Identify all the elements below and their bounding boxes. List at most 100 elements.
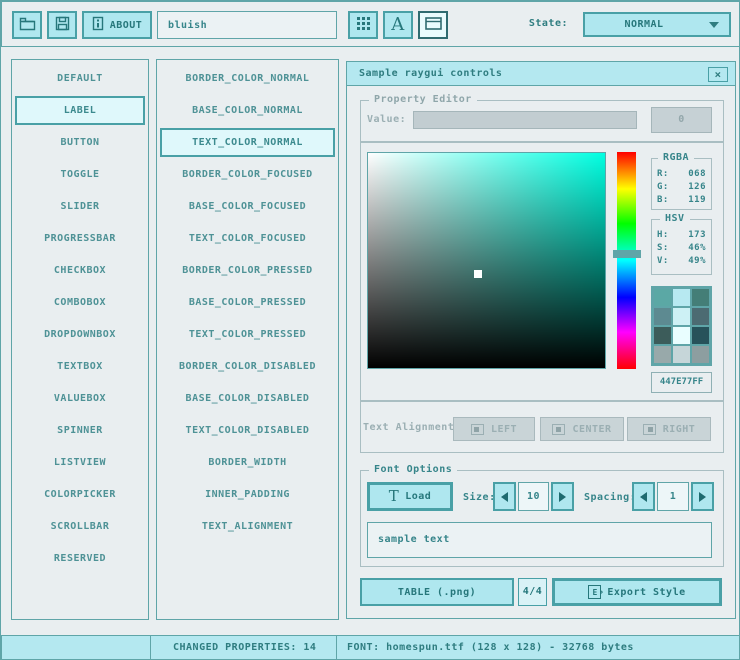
- about-button[interactable]: ABOUT: [82, 11, 152, 39]
- color-swatch[interactable]: [673, 308, 690, 325]
- sample-window-toggle-button[interactable]: [418, 11, 448, 39]
- font-spacing-value[interactable]: 1: [657, 482, 689, 511]
- color-saturation-value-picker[interactable]: [367, 152, 606, 369]
- text-alignment-label: Text Alignment:: [363, 422, 461, 433]
- format-pager-value[interactable]: 4/4: [518, 578, 547, 606]
- color-picker-cursor[interactable]: [474, 270, 482, 278]
- color-swatch[interactable]: [673, 327, 690, 344]
- style-name-input[interactable]: [157, 11, 337, 39]
- list-item-label[interactable]: LABEL: [15, 96, 145, 125]
- color-swatch[interactable]: [654, 308, 671, 325]
- component-label: H:: [657, 230, 669, 240]
- color-swatch[interactable]: [692, 346, 709, 363]
- hsv-group-label: HSV: [660, 213, 690, 224]
- grid-icon: [356, 17, 370, 33]
- new-style-button[interactable]: [12, 11, 42, 39]
- list-item-listview[interactable]: LISTVIEW: [53, 457, 107, 468]
- list-item-default[interactable]: DEFAULT: [57, 73, 103, 84]
- list-item-combobox[interactable]: COMBOBOX: [53, 297, 107, 308]
- style-table-view-button[interactable]: [348, 11, 378, 39]
- list-item-valuebox[interactable]: VALUEBOX: [53, 393, 107, 404]
- font-spacing-decrease-button[interactable]: [632, 482, 655, 511]
- close-button[interactable]: ×: [708, 67, 728, 82]
- hue-slider-handle[interactable]: [613, 250, 641, 258]
- list-item-reserved[interactable]: RESERVED: [53, 553, 107, 564]
- color-swatch[interactable]: [692, 289, 709, 306]
- list-item-base_color_disabled[interactable]: BASE_COLOR_DISABLED: [185, 393, 310, 404]
- load-button-label: Load: [405, 491, 432, 502]
- font-size-value[interactable]: 10: [518, 482, 549, 511]
- list-item-base_color_pressed[interactable]: BASE_COLOR_PRESSED: [188, 297, 307, 308]
- align-right-label: RIGHT: [662, 423, 696, 435]
- list-item-text_color_focused[interactable]: TEXT_COLOR_FOCUSED: [188, 233, 307, 244]
- arrow-left-icon: [501, 491, 508, 502]
- list-item-text_color_pressed[interactable]: TEXT_COLOR_PRESSED: [188, 329, 307, 340]
- export-format-dropdown[interactable]: TABLE (.png): [360, 578, 514, 606]
- color-swatch[interactable]: [654, 327, 671, 344]
- list-item-toggle[interactable]: TOGGLE: [60, 169, 100, 180]
- font-spacing-increase-button[interactable]: [691, 482, 714, 511]
- list-item-textbox[interactable]: TEXTBOX: [57, 361, 103, 372]
- font-size-increase-button[interactable]: [551, 482, 574, 511]
- list-item-colorpicker[interactable]: COLORPICKER: [44, 489, 116, 500]
- save-style-button[interactable]: [47, 11, 77, 39]
- align-center-button[interactable]: CENTER: [540, 417, 624, 441]
- list-item-base_color_focused[interactable]: BASE_COLOR_FOCUSED: [188, 201, 307, 212]
- value-spinner[interactable]: 0: [651, 107, 712, 133]
- list-item-button[interactable]: BUTTON: [60, 137, 100, 148]
- list-item-slider[interactable]: SLIDER: [60, 201, 100, 212]
- color-swatch[interactable]: [673, 289, 690, 306]
- list-item-spinner[interactable]: SPINNER: [57, 425, 103, 436]
- hue-slider[interactable]: [617, 152, 636, 369]
- component-value: 126: [688, 182, 706, 192]
- component-label: S:: [657, 243, 669, 253]
- load-font-button[interactable]: T Load: [367, 482, 453, 511]
- list-item-checkbox[interactable]: CHECKBOX: [53, 265, 107, 276]
- list-item-border_color_normal[interactable]: BORDER_COLOR_NORMAL: [185, 73, 310, 84]
- format-pager-text: 4/4: [522, 586, 543, 597]
- component-label: B:: [657, 195, 669, 205]
- list-item-text_color_normal[interactable]: TEXT_COLOR_NORMAL: [160, 128, 335, 157]
- font-options-group: Font Options: [360, 464, 724, 567]
- list-item-text_color_disabled[interactable]: TEXT_COLOR_DISABLED: [185, 425, 310, 436]
- sample-text-value: sample text: [378, 534, 450, 545]
- list-item-scrollbar[interactable]: SCROLLBAR: [50, 521, 110, 532]
- state-label: State:: [528, 18, 568, 29]
- font-load-icon: T: [388, 487, 400, 505]
- list-item-border_color_disabled[interactable]: BORDER_COLOR_DISABLED: [179, 361, 316, 372]
- list-item-border_color_pressed[interactable]: BORDER_COLOR_PRESSED: [182, 265, 313, 276]
- list-item-border_width[interactable]: BORDER_WIDTH: [208, 457, 287, 468]
- list-item-text_alignment[interactable]: TEXT_ALIGNMENT: [201, 521, 294, 532]
- folder-icon: [19, 17, 36, 34]
- font-options-group-label: Font Options: [369, 464, 458, 475]
- info-icon: [92, 16, 104, 34]
- align-right-button[interactable]: RIGHT: [627, 417, 711, 441]
- color-swatch[interactable]: [654, 346, 671, 363]
- align-left-button[interactable]: LEFT: [453, 417, 535, 441]
- font-view-button[interactable]: A: [383, 11, 413, 39]
- statusbar-font-info: FONT: homespun.ttf (128 x 128) - 32768 b…: [336, 635, 739, 659]
- state-dropdown-value: NORMAL: [624, 19, 664, 30]
- list-item-border_color_focused[interactable]: BORDER_COLOR_FOCUSED: [182, 169, 313, 180]
- list-item-progressbar[interactable]: PROGRESSBAR: [44, 233, 116, 244]
- color-component-row: S: 46%: [657, 242, 706, 255]
- hex-color-input[interactable]: 447E77FF: [651, 372, 712, 393]
- sample-text-input[interactable]: sample text: [367, 522, 712, 558]
- export-format-label: TABLE (.png): [397, 586, 477, 598]
- align-right-icon: [642, 423, 656, 435]
- list-item-dropdownbox[interactable]: DROPDOWNBOX: [44, 329, 116, 340]
- properties-listview: BORDER_COLOR_NORMAL BASE_COLOR_NORMAL TEXT…: [156, 59, 339, 620]
- export-style-button[interactable]: E Export Style: [552, 578, 722, 606]
- panel-titlebar[interactable]: Sample raygui controls: [347, 62, 735, 86]
- color-swatch[interactable]: [692, 308, 709, 325]
- state-dropdown[interactable]: NORMAL: [583, 12, 731, 37]
- panel-title: Sample raygui controls: [359, 68, 503, 79]
- value-slider[interactable]: [413, 111, 637, 129]
- list-item-base_color_normal[interactable]: BASE_COLOR_NORMAL: [192, 105, 303, 116]
- font-size-decrease-button[interactable]: [493, 482, 516, 511]
- list-item-inner_padding[interactable]: INNER_PADDING: [205, 489, 290, 500]
- color-swatch[interactable]: [673, 346, 690, 363]
- color-swatch[interactable]: [692, 327, 709, 344]
- color-swatch[interactable]: [654, 289, 671, 306]
- align-center-icon: [552, 423, 566, 435]
